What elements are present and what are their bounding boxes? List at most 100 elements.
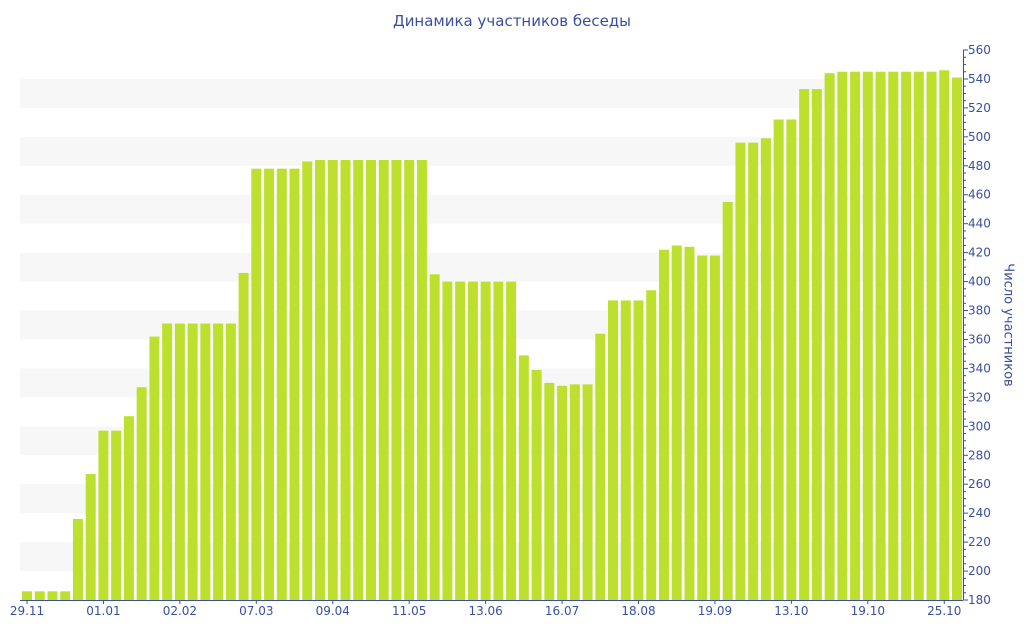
- bar: [340, 160, 351, 600]
- bar: [620, 300, 631, 600]
- bar: [98, 430, 109, 600]
- bar: [837, 71, 848, 601]
- bar: [786, 119, 797, 600]
- y-tick-label: 520: [968, 101, 991, 115]
- bar: [671, 245, 682, 601]
- y-tick-label: 540: [968, 72, 991, 86]
- bar: [633, 300, 644, 600]
- bar: [353, 160, 364, 600]
- bar: [862, 71, 873, 601]
- bar: [200, 323, 211, 600]
- bar: [799, 89, 810, 600]
- bar: [455, 281, 466, 600]
- bar: [722, 201, 733, 600]
- bar: [939, 70, 950, 600]
- y-tick-label: 260: [968, 477, 991, 491]
- bar: [162, 323, 173, 600]
- bar: [276, 168, 287, 600]
- bar: [748, 142, 759, 600]
- bar: [34, 591, 45, 600]
- y-tick-label: 200: [968, 564, 991, 578]
- y-tick-label: 560: [968, 43, 991, 57]
- bar: [251, 168, 262, 600]
- bar: [608, 300, 619, 600]
- bar: [518, 355, 529, 600]
- y-tick-label: 360: [968, 332, 991, 346]
- bar: [735, 142, 746, 600]
- bar: [952, 77, 962, 600]
- x-tick-label: 11.05: [392, 604, 426, 618]
- x-tick-label: 13.06: [468, 604, 502, 618]
- bar: [646, 290, 657, 600]
- bar: [429, 274, 440, 600]
- bar: [123, 416, 134, 600]
- bar: [60, 591, 71, 600]
- bar: [544, 382, 555, 600]
- y-tick-label: 400: [968, 275, 991, 289]
- bar: [888, 71, 899, 601]
- y-tick-label: 240: [968, 506, 991, 520]
- y-tick-label: 220: [968, 535, 991, 549]
- bar: [760, 138, 771, 600]
- y-tick-label: 420: [968, 246, 991, 260]
- bar: [111, 430, 122, 600]
- bar: [213, 323, 224, 600]
- bar: [913, 71, 924, 601]
- bar: [365, 160, 376, 600]
- x-tick-label: 01.01: [86, 604, 120, 618]
- x-tick-label: 25.10: [927, 604, 961, 618]
- bar: [315, 160, 326, 600]
- bar: [824, 73, 835, 600]
- y-tick-label: 440: [968, 217, 991, 231]
- y-tick-label: 380: [968, 304, 991, 318]
- bar: [926, 71, 937, 601]
- y-tick-label: 280: [968, 448, 991, 462]
- y-tick-label: 480: [968, 159, 991, 173]
- bar: [149, 336, 160, 600]
- bar: [557, 385, 568, 600]
- x-tick-label: 07.03: [239, 604, 273, 618]
- bar: [493, 281, 504, 600]
- x-tick-label: 09.04: [316, 604, 350, 618]
- bar: [225, 323, 236, 600]
- bar: [569, 384, 580, 600]
- bar: [697, 255, 708, 601]
- bar: [47, 591, 58, 600]
- bar: [773, 119, 784, 600]
- bar: [582, 384, 593, 600]
- bar: [850, 71, 861, 601]
- bar: [531, 369, 542, 600]
- bar: [238, 272, 249, 600]
- x-tick-label: 19.10: [851, 604, 885, 618]
- y-tick-label: 300: [968, 419, 991, 433]
- bar: [187, 323, 198, 600]
- bar: [811, 89, 822, 600]
- x-tick-label: 13.10: [774, 604, 808, 618]
- x-tick-label: 29.11: [10, 604, 44, 618]
- bar: [174, 323, 185, 600]
- y-tick-label: 340: [968, 361, 991, 375]
- x-tick-label: 19.09: [698, 604, 732, 618]
- bar: [136, 387, 147, 600]
- bar: [901, 71, 912, 601]
- y-tick-label: 500: [968, 130, 991, 144]
- x-tick-label: 16.07: [545, 604, 579, 618]
- bar: [85, 474, 96, 600]
- y-tick-label: 180: [968, 593, 991, 607]
- y-tick-label: 320: [968, 390, 991, 404]
- bar: [442, 281, 453, 600]
- bar: [72, 518, 83, 600]
- bar: [467, 281, 478, 600]
- bar: [404, 160, 415, 600]
- x-tick-label: 18.08: [621, 604, 655, 618]
- bar: [391, 160, 402, 600]
- bar: [658, 249, 669, 600]
- bar: [327, 160, 338, 600]
- bar: [264, 168, 275, 600]
- bar: [378, 160, 389, 600]
- bar: [480, 281, 491, 600]
- bar: [709, 255, 720, 601]
- bar: [302, 161, 313, 600]
- bar: [22, 591, 32, 600]
